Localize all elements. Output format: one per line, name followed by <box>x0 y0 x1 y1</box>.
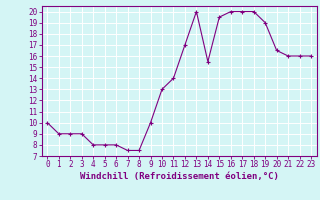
X-axis label: Windchill (Refroidissement éolien,°C): Windchill (Refroidissement éolien,°C) <box>80 172 279 181</box>
